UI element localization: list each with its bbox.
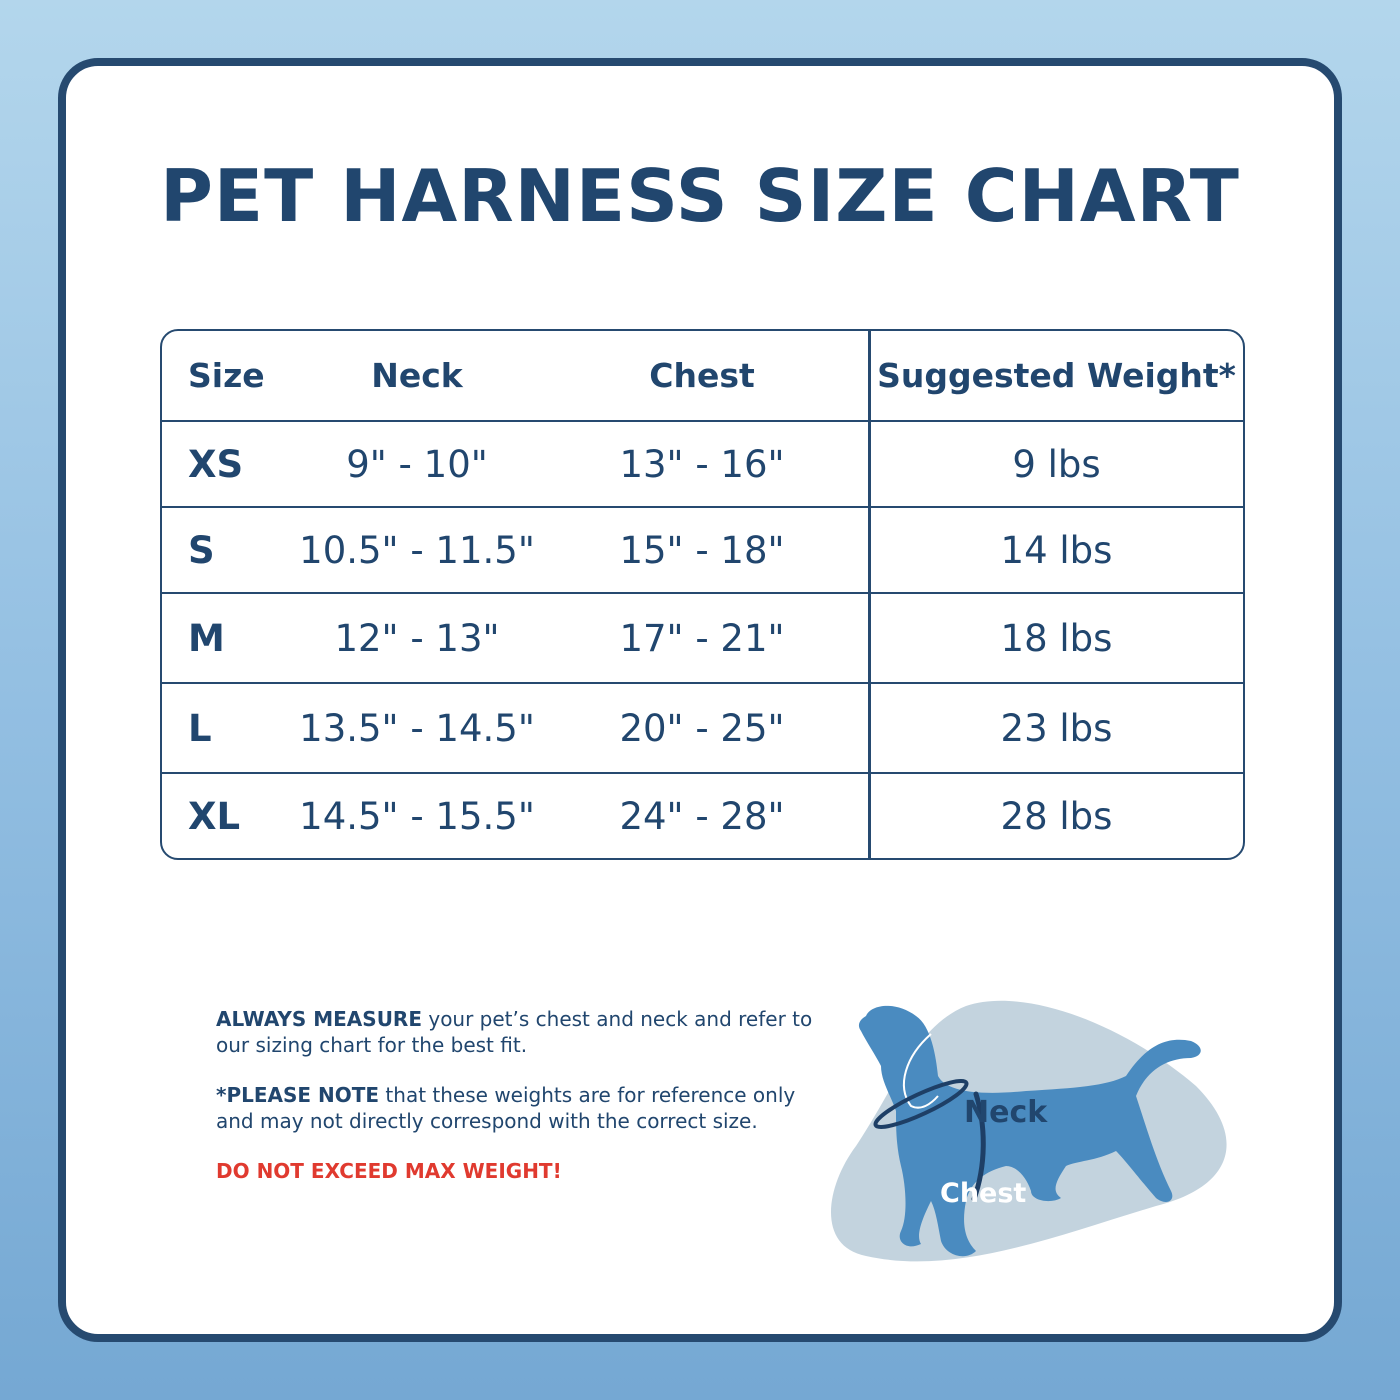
table-row: S 10.5" - 11.5" 15" - 18" 14 lbs [162, 508, 1243, 594]
size-cell: S [188, 528, 215, 572]
warning-text: DO NOT EXCEED MAX WEIGHT! [216, 1159, 562, 1183]
page-title: PET HARNESS SIZE CHART [160, 154, 1240, 238]
neck-cell: 14.5" - 15.5" [299, 794, 535, 838]
weight-note: *PLEASE NOTE that these weights are for … [216, 1082, 816, 1134]
table-row: XS 9" - 10" 13" - 16" 9 lbs [162, 422, 1243, 508]
neck-cell: 13.5" - 14.5" [299, 706, 535, 750]
column-divider [868, 331, 871, 858]
header-size: Size [188, 356, 265, 395]
chest-cell: 20" - 25" [619, 706, 785, 750]
neck-cell: 9" - 10" [346, 442, 488, 486]
note-bold: *PLEASE NOTE [216, 1083, 380, 1107]
size-table: Size Neck Chest Suggested Weight* XS 9" … [160, 329, 1245, 860]
note-text: that these weights are for reference onl… [216, 1083, 796, 1133]
chest-cell: 15" - 18" [619, 528, 785, 572]
table-header-row: Size Neck Chest Suggested Weight* [162, 331, 1243, 422]
size-chart-card: PET HARNESS SIZE CHART Size Neck Chest S… [58, 58, 1342, 1342]
neck-cell: 12" - 13" [334, 616, 500, 660]
measure-note: ALWAYS MEASURE your pet’s chest and neck… [216, 1006, 816, 1058]
chest-cell: 13" - 16" [619, 442, 785, 486]
table-row: XL 14.5" - 15.5" 24" - 28" 28 lbs [162, 774, 1243, 858]
chest-cell: 17" - 21" [619, 616, 785, 660]
table-row: M 12" - 13" 17" - 21" 18 lbs [162, 594, 1243, 684]
chest-label: Chest [940, 1178, 1026, 1209]
neck-label: Neck [964, 1095, 1048, 1130]
header-weight: Suggested Weight* [877, 356, 1236, 395]
neck-cell: 10.5" - 11.5" [299, 528, 535, 572]
dog-measurement-diagram: Neck Chest [831, 1000, 1227, 1262]
weight-cell: 14 lbs [1000, 528, 1113, 572]
dog-silhouette-icon [858, 1005, 1201, 1257]
neck-strap-icon [873, 1079, 969, 1129]
chest-strap-icon [971, 1091, 986, 1202]
size-cell: XL [188, 794, 241, 838]
measure-text: your pet’s chest and neck and refer to o… [216, 1007, 813, 1057]
header-chest: Chest [649, 356, 755, 395]
measure-bold: ALWAYS MEASURE [216, 1007, 422, 1031]
header-neck: Neck [371, 356, 463, 395]
notes: ALWAYS MEASURE your pet’s chest and neck… [216, 1006, 816, 1208]
size-cell: L [188, 706, 212, 750]
table-row: L 13.5" - 14.5" 20" - 25" 23 lbs [162, 684, 1243, 774]
ear-outline [902, 1033, 939, 1109]
chest-cell: 24" - 28" [619, 794, 785, 838]
weight-cell: 28 lbs [1000, 794, 1113, 838]
weight-cell: 23 lbs [1000, 706, 1113, 750]
size-cell: M [188, 616, 225, 660]
size-cell: XS [188, 442, 244, 486]
weight-cell: 9 lbs [1012, 442, 1101, 486]
weight-cell: 18 lbs [1000, 616, 1113, 660]
